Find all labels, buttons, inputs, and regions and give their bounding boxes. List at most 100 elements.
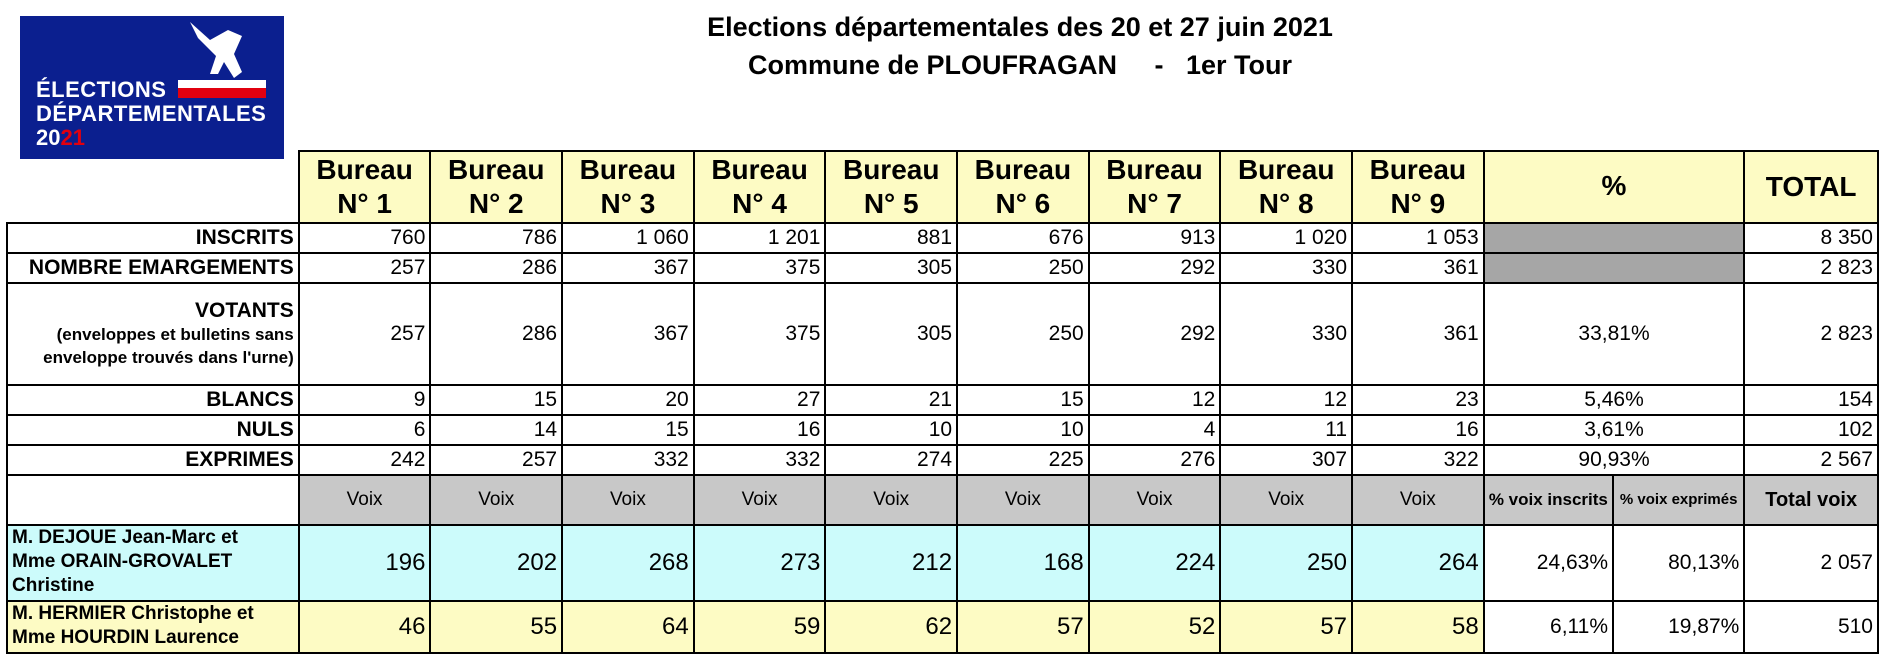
cell-voix: 250 <box>1219 524 1354 602</box>
cell-value: 257 <box>429 444 564 476</box>
voix-header: Voix <box>561 474 695 526</box>
cell-value: 4 <box>1087 414 1222 446</box>
cell-pct-exprimes: 19,87% <box>1612 600 1746 654</box>
bureau-1-header: Bureau N° 1 <box>297 150 432 224</box>
row-label: EXPRIMES <box>6 444 300 476</box>
voix-header: Voix <box>956 474 1090 526</box>
row-inscrits: INSCRITS 760 786 1 060 1 201 881 676 913… <box>6 222 1879 254</box>
cell-value: 913 <box>1087 222 1222 254</box>
cell-value: 12 <box>1219 384 1354 416</box>
cell-value: 257 <box>297 252 432 284</box>
cell-total-voix: 2 057 <box>1743 524 1879 602</box>
row-label-votants: VOTANTS (enveloppes et bulletins sans en… <box>6 282 300 386</box>
total-voix-header: Total voix <box>1743 474 1879 526</box>
cell-pct: 33,81% <box>1482 282 1746 386</box>
cell-value: 307 <box>1219 444 1354 476</box>
row-exprimes: EXPRIMES 242 257 332 332 274 225 276 307… <box>6 444 1879 476</box>
cell-value: 286 <box>429 252 564 284</box>
cell-value: 242 <box>297 444 432 476</box>
cell-value: 332 <box>692 444 827 476</box>
cell-value: 257 <box>297 282 432 386</box>
candidate-name: M. HERMIER Christophe et Mme HOURDIN Lau… <box>6 600 300 654</box>
cell-value: 322 <box>1351 444 1485 476</box>
pct-voix-exprimes-header: % voix exprimés <box>1612 474 1746 526</box>
cell-voix: 273 <box>692 524 827 602</box>
cell-value: 1 053 <box>1351 222 1485 254</box>
cell-value: 361 <box>1351 252 1485 284</box>
row-blancs: BLANCS 9 15 20 27 21 15 12 12 23 5,46% 1… <box>6 384 1879 416</box>
cell-total: 154 <box>1743 384 1879 416</box>
cell-value: 12 <box>1087 384 1222 416</box>
cell-value: 9 <box>297 384 432 416</box>
cell-value: 305 <box>824 252 959 284</box>
cell-value: 276 <box>1087 444 1222 476</box>
cell-value: 361 <box>1351 282 1485 386</box>
candidate-row-2: M. HERMIER Christophe et Mme HOURDIN Lau… <box>6 600 1879 654</box>
cell-value: 367 <box>561 252 695 284</box>
header-blank <box>7 151 299 223</box>
cell-voix: 52 <box>1087 600 1222 654</box>
cell-voix: 46 <box>297 600 432 654</box>
cell-pct-exprimes: 80,13% <box>1612 524 1746 602</box>
cell-pct: 90,93% <box>1482 444 1746 476</box>
candidate-row-1: M. DEJOUE Jean-Marc et Mme ORAIN-GROVALE… <box>6 524 1879 602</box>
cell-value: 286 <box>429 282 564 386</box>
cell-value: 21 <box>824 384 959 416</box>
cell-value: 375 <box>692 252 827 284</box>
cell-pct: 3,61% <box>1482 414 1746 446</box>
cell-voix: 55 <box>429 600 564 654</box>
row-label: BLANCS <box>6 384 300 416</box>
cell-voix: 57 <box>1219 600 1354 654</box>
cell-value: 16 <box>692 414 827 446</box>
bureau-7-header: Bureau N° 7 <box>1087 150 1222 224</box>
cell-value: 15 <box>429 384 564 416</box>
cell-voix: 212 <box>824 524 959 602</box>
cell-value: 250 <box>956 252 1090 284</box>
logo-line-2: DÉPARTEMENTALES <box>36 101 267 126</box>
page-title: Elections départementales des 20 et 27 j… <box>707 12 1333 42</box>
cell-total: 2 567 <box>1743 444 1879 476</box>
cell-value: 15 <box>561 414 695 446</box>
bureau-6-header: Bureau N° 6 <box>956 150 1090 224</box>
cell-value: 305 <box>824 282 959 386</box>
cell-value: 16 <box>1351 414 1485 446</box>
cell-voix: 196 <box>297 524 432 602</box>
bureau-4-header: Bureau N° 4 <box>692 150 827 224</box>
cell-value: 225 <box>956 444 1090 476</box>
row-emargements: NOMBRE EMARGEMENTS 257 286 367 375 305 2… <box>6 252 1879 284</box>
cell-value: 11 <box>1219 414 1354 446</box>
pct-header: % <box>1482 150 1746 224</box>
cell-value: 676 <box>956 222 1090 254</box>
cell-value: 332 <box>561 444 695 476</box>
row-voix-header: Voix Voix Voix Voix Voix Voix Voix Voix … <box>6 474 1879 526</box>
row-nuls: NULS 6 14 15 16 10 10 4 11 16 3,61% 102 <box>6 414 1879 446</box>
header-row: Bureau N° 1 Bureau N° 2 Bureau N° 3 Bureau N… <box>7 150 1879 224</box>
cell-value: 274 <box>824 444 959 476</box>
cell-pct: 5,46% <box>1482 384 1746 416</box>
cell-voix: 268 <box>561 524 695 602</box>
bureau-2-header: Bureau N° 2 <box>429 150 564 224</box>
voix-header-blank <box>6 474 300 526</box>
cell-value: 14 <box>429 414 564 446</box>
voix-header: Voix <box>1219 474 1354 526</box>
voix-header: Voix <box>297 474 432 526</box>
cell-pct-inscrits: 6,11% <box>1482 600 1615 654</box>
cell-pct-empty <box>1482 222 1746 254</box>
cell-value: 10 <box>956 414 1090 446</box>
cell-voix: 57 <box>956 600 1090 654</box>
cell-value: 15 <box>956 384 1090 416</box>
cell-total: 102 <box>1743 414 1879 446</box>
cell-total: 2 823 <box>1743 282 1879 386</box>
cell-value: 760 <box>297 222 432 254</box>
cell-total: 2 823 <box>1743 252 1879 284</box>
cell-value: 23 <box>1351 384 1485 416</box>
candidate-name: M. DEJOUE Jean-Marc et Mme ORAIN-GROVALE… <box>6 524 300 602</box>
cell-voix: 58 <box>1351 600 1485 654</box>
logo-line-1: ÉLECTIONS <box>36 77 167 102</box>
cell-value: 292 <box>1087 252 1222 284</box>
cell-value: 250 <box>956 282 1090 386</box>
bureau-3-header: Bureau N° 3 <box>561 150 695 224</box>
cell-pct-inscrits: 24,63% <box>1482 524 1615 602</box>
cell-value: 27 <box>692 384 827 416</box>
row-label: NOMBRE EMARGEMENTS <box>6 252 300 284</box>
